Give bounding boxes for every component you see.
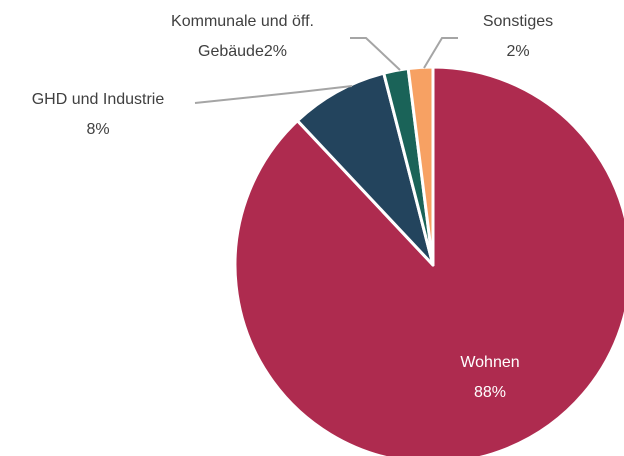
- leader-line: [423, 37, 458, 69]
- pie-slice: [295, 71, 435, 267]
- category-label: Wohnen: [460, 354, 520, 371]
- slice-label: GHD und Industrie 8%: [8, 85, 188, 145]
- slice-label: Wohnen 88%: [410, 348, 570, 408]
- value-label: 8%: [86, 121, 110, 138]
- category-label: Sonstiges: [482, 13, 554, 30]
- value-label: 2%: [506, 43, 530, 60]
- slice-label: Kommunale und öff. Gebäude2%: [150, 7, 335, 67]
- pie-slice: [406, 65, 435, 267]
- category-label: Kommunale und öff. Gebäude: [171, 13, 314, 60]
- leader-line: [350, 37, 401, 71]
- leader-line: [194, 85, 353, 104]
- slice-label: Sonstiges 2%: [468, 7, 568, 67]
- value-label: 88%: [473, 384, 507, 401]
- value-label: 2%: [263, 43, 287, 60]
- category-label: GHD und Industrie: [31, 91, 165, 108]
